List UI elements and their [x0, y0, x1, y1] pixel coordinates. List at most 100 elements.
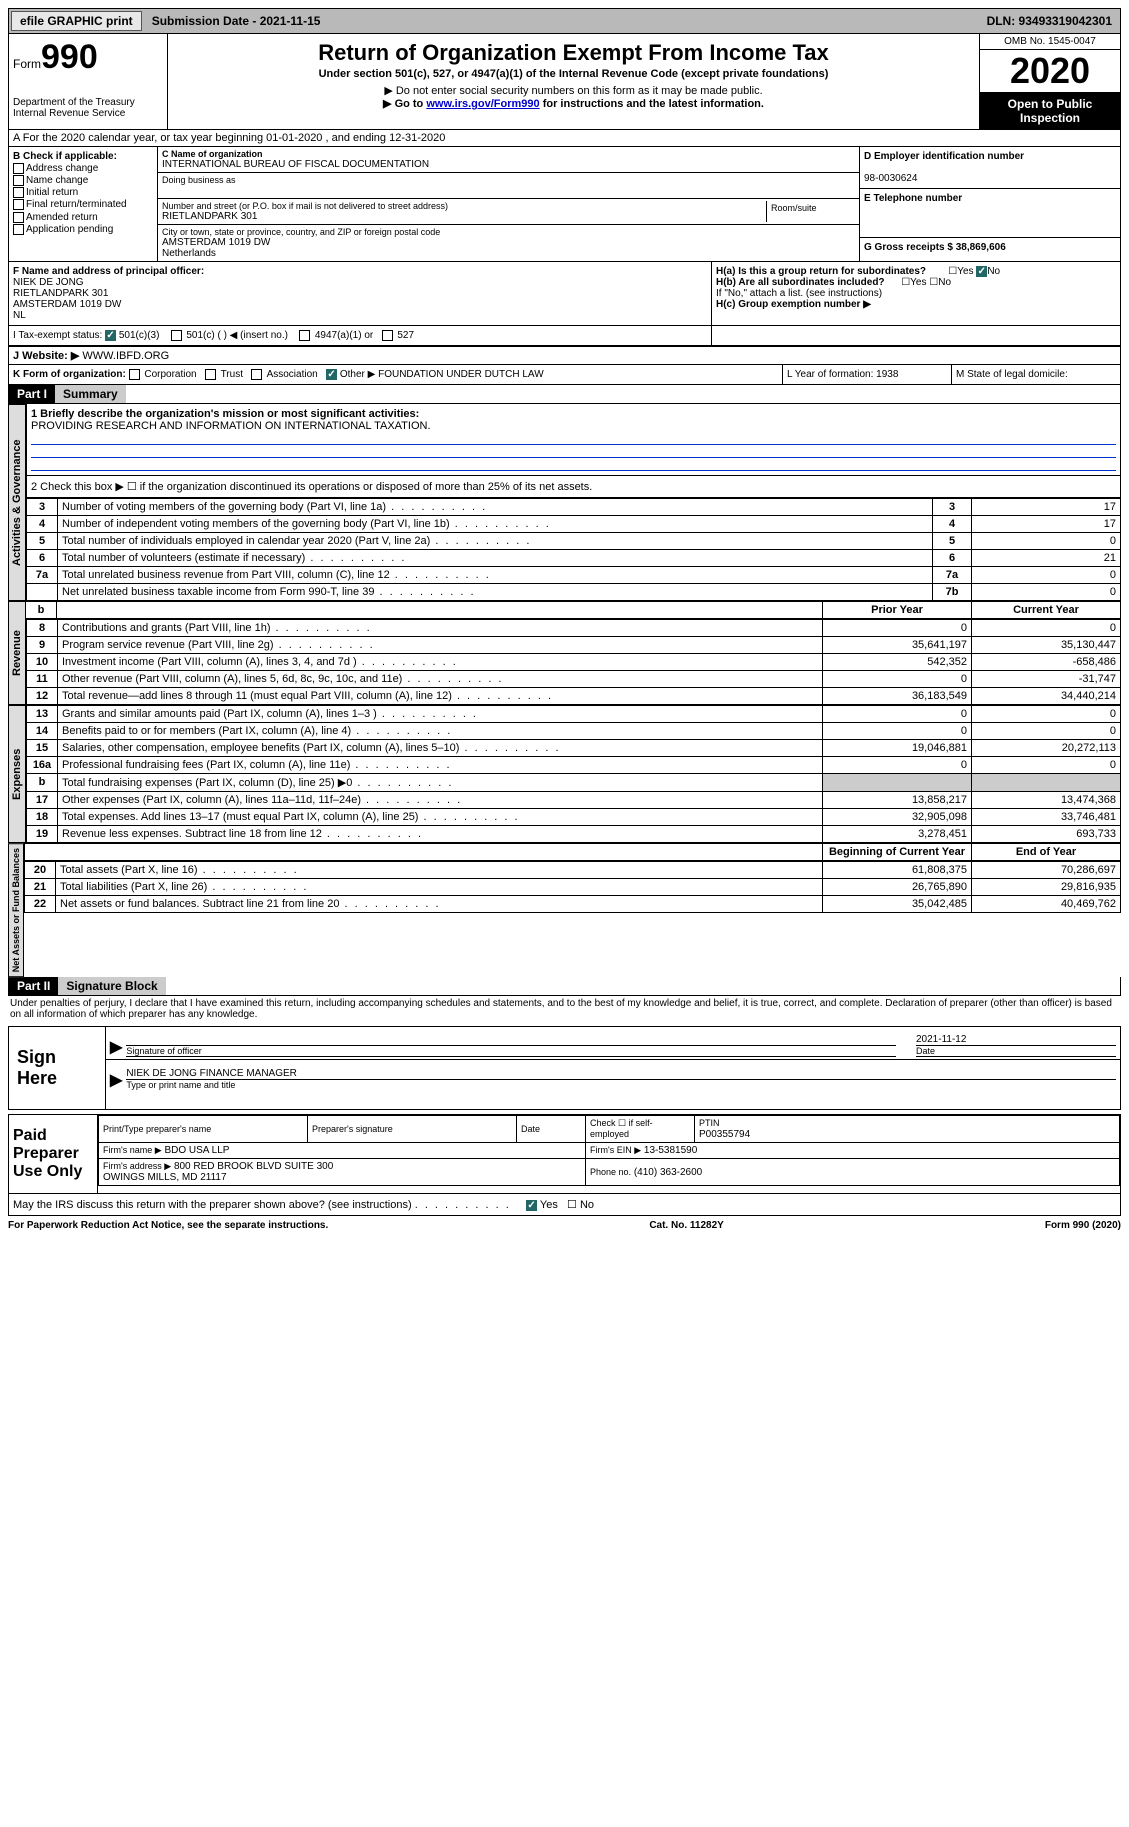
table-row: 5Total number of individuals employed in… [27, 533, 1121, 550]
hc-label: H(c) Group exemption number ▶ [716, 299, 871, 310]
cb-501c3[interactable]: ✓ [105, 330, 116, 341]
table-row: 12Total revenue—add lines 8 through 11 (… [27, 688, 1121, 705]
cb-amended[interactable] [13, 212, 24, 223]
dba-label: Doing business as [162, 175, 855, 185]
l-year: L Year of formation: 1938 [782, 365, 951, 384]
cb-trust[interactable] [205, 369, 216, 380]
omb-number: OMB No. 1545-0047 [980, 34, 1120, 50]
sig-date: 2021-11-12 [916, 1034, 1116, 1045]
table-row: 22Net assets or fund balances. Subtract … [25, 896, 1121, 913]
line-2: 2 Check this box ▶ ☐ if the organization… [26, 476, 1121, 498]
f-value: NIEK DE JONG RIETLANDPARK 301 AMSTERDAM … [13, 277, 707, 321]
cb-other[interactable]: ✓ [326, 369, 337, 380]
section-b-to-g: B Check if applicable: Address change Na… [8, 147, 1121, 262]
table-row: Net unrelated business taxable income fr… [27, 584, 1121, 601]
cb-corp[interactable] [129, 369, 140, 380]
table-row: 19Revenue less expenses. Subtract line 1… [27, 826, 1121, 843]
table-row: 17Other expenses (Part IX, column (A), l… [27, 792, 1121, 809]
table-row: 11Other revenue (Part VIII, column (A), … [27, 671, 1121, 688]
firm-name: BDO USA LLP [164, 1145, 229, 1156]
city-value: AMSTERDAM 1019 DW Netherlands [162, 237, 855, 259]
table-row: 14Benefits paid to or for members (Part … [27, 723, 1121, 740]
row-j: J Website: ▶ WWW.IBFD.ORG [8, 347, 1121, 365]
arrow-icon: ▶ [110, 1037, 122, 1057]
website-value: WWW.IBFD.ORG [82, 350, 169, 362]
table-row: 15Salaries, other compensation, employee… [27, 740, 1121, 757]
table-row: 18Total expenses. Add lines 13–17 (must … [27, 809, 1121, 826]
form-prefix: Form [13, 57, 41, 71]
efile-button[interactable]: efile GRAPHIC print [11, 11, 142, 31]
cb-address-change[interactable] [13, 163, 24, 174]
city-label: City or town, state or province, country… [162, 227, 855, 237]
paid-preparer-block: Paid Preparer Use Only Print/Type prepar… [8, 1114, 1121, 1194]
ha-label: H(a) Is this a group return for subordin… [716, 266, 926, 277]
table-row: 20Total assets (Part X, line 16)61,808,3… [25, 862, 1121, 879]
netassets-section: Net Assets or Fund Balances Beginning of… [8, 843, 1121, 977]
dept-label: Department of the Treasury Internal Reve… [13, 97, 163, 119]
irs-link[interactable]: www.irs.gov/Form990 [426, 98, 539, 110]
form-header: Form990 Department of the Treasury Inter… [8, 34, 1121, 130]
note-2-pre: ▶ Go to [383, 98, 426, 110]
note-2-post: for instructions and the latest informat… [540, 98, 764, 110]
dln: DLN: 93493319042301 [979, 12, 1120, 30]
hb-note: If "No," attach a list. (see instruction… [716, 288, 1116, 299]
table-row: 9Program service revenue (Part VIII, lin… [27, 637, 1121, 654]
form-subtitle: Under section 501(c), 527, or 4947(a)(1)… [172, 68, 975, 80]
cb-501c[interactable] [171, 330, 182, 341]
table-row: bTotal fundraising expenses (Part IX, co… [27, 774, 1121, 792]
table-row: 21Total liabilities (Part X, line 26)26,… [25, 879, 1121, 896]
arrow-icon: ▶ [110, 1070, 122, 1090]
cb-initial-return[interactable] [13, 187, 24, 198]
ptin-value: P00355794 [699, 1129, 750, 1140]
part-2-header: Part II Signature Block [8, 977, 1121, 996]
cb-4947[interactable] [299, 330, 310, 341]
hb-label: H(b) Are all subordinates included? [716, 277, 885, 288]
mission-text: PROVIDING RESEARCH AND INFORMATION ON IN… [31, 420, 1116, 432]
cb-name-change[interactable] [13, 175, 24, 186]
cb-pending[interactable] [13, 224, 24, 235]
table-row: 10Investment income (Part VIII, column (… [27, 654, 1121, 671]
discuss-row: May the IRS discuss this return with the… [8, 1194, 1121, 1216]
governance-section: Activities & Governance 1 Briefly descri… [8, 404, 1121, 601]
firm-ein: 13-5381590 [644, 1145, 697, 1156]
phone-label: E Telephone number [864, 193, 962, 204]
room-label: Room/suite [767, 201, 855, 222]
page-footer: For Paperwork Reduction Act Notice, see … [8, 1220, 1121, 1231]
k-other-value: FOUNDATION UNDER DUTCH LAW [378, 369, 544, 380]
cb-assoc[interactable] [251, 369, 262, 380]
name-label: C Name of organization [162, 149, 263, 159]
revenue-section: Revenue bPrior YearCurrent Year 8Contrib… [8, 601, 1121, 705]
m-state: M State of legal domicile: [951, 365, 1120, 384]
row-a: A For the 2020 calendar year, or tax yea… [8, 130, 1121, 147]
form-number: 990 [41, 38, 98, 76]
table-row: 8Contributions and grants (Part VIII, li… [27, 620, 1121, 637]
gross-receipts: G Gross receipts $ 38,869,606 [864, 242, 1006, 253]
table-row: 6Total number of volunteers (estimate if… [27, 550, 1121, 567]
declaration: Under penalties of perjury, I declare th… [8, 996, 1121, 1022]
ein-label: D Employer identification number [864, 151, 1024, 162]
cb-final-return[interactable] [13, 199, 24, 210]
inspection-label: Open to Public Inspection [980, 93, 1120, 129]
note-1: ▶ Do not enter social security numbers o… [172, 84, 975, 97]
table-row: 4Number of independent voting members of… [27, 516, 1121, 533]
org-name: INTERNATIONAL BUREAU OF FISCAL DOCUMENTA… [162, 159, 855, 170]
tax-year: 2020 [980, 50, 1120, 93]
expenses-section: Expenses 13Grants and similar amounts pa… [8, 705, 1121, 843]
i-label: I Tax-exempt status: [13, 330, 102, 341]
officer-name: NIEK DE JONG FINANCE MANAGER [126, 1068, 1116, 1079]
cb-discuss-yes[interactable]: ✓ [526, 1200, 537, 1211]
table-row: 13Grants and similar amounts paid (Part … [27, 706, 1121, 723]
street-address: RIETLANDPARK 301 [162, 211, 766, 222]
top-bar: efile GRAPHIC print Submission Date - 20… [8, 8, 1121, 34]
table-row: 3Number of voting members of the governi… [27, 499, 1121, 516]
submission-date: Submission Date - 2021-11-15 [144, 12, 329, 30]
ein-value: 98-0030624 [864, 173, 917, 184]
firm-phone: (410) 363-2600 [634, 1167, 702, 1178]
section-i-j: I Tax-exempt status: ✓ 501(c)(3) 501(c) … [8, 326, 1121, 347]
f-label: F Name and address of principal officer: [13, 266, 204, 277]
cb-527[interactable] [382, 330, 393, 341]
table-row: 7aTotal unrelated business revenue from … [27, 567, 1121, 584]
addr-label: Number and street (or P.O. box if mail i… [162, 201, 766, 211]
col-b-label: B Check if applicable: [13, 151, 117, 162]
table-row: 16aProfessional fundraising fees (Part I… [27, 757, 1121, 774]
